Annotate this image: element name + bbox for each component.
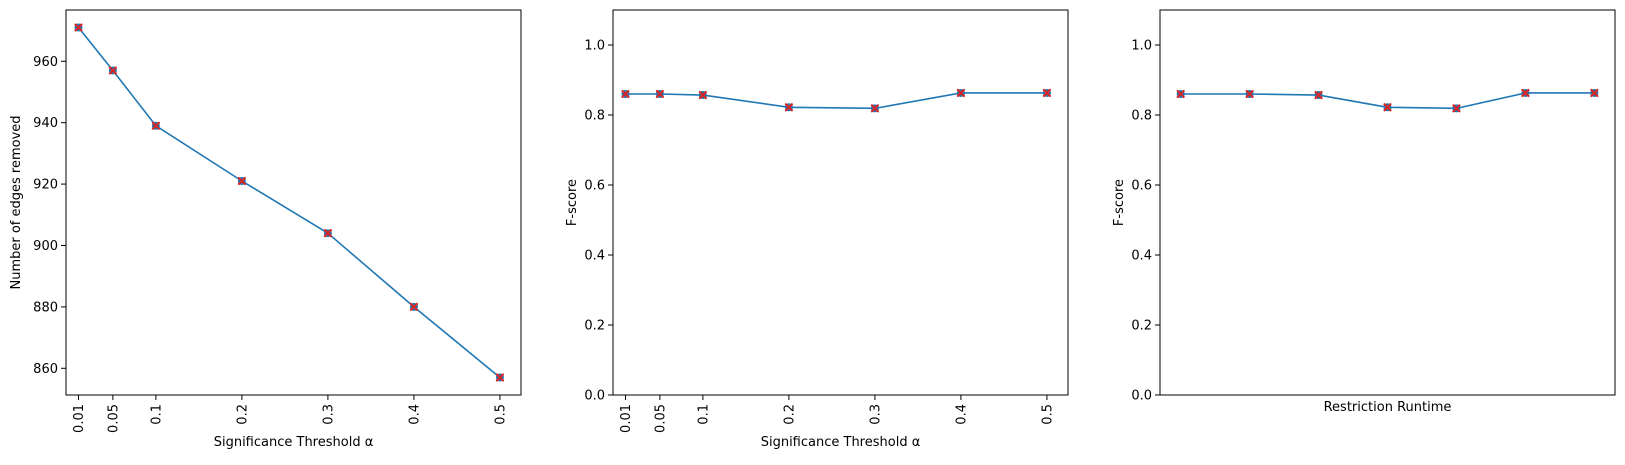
data-point [151,121,160,130]
data-point-x-marker [495,373,505,382]
y-tick-label: 920 [33,178,58,193]
y-tick-label: 0.0 [584,389,605,404]
axes-frame [1159,9,1616,396]
data-point [495,373,505,382]
data-point [1452,104,1461,113]
x-tick-label: 0.05 [106,404,121,433]
data-point-x-marker [1176,89,1185,99]
data-point-x-marker [1042,88,1052,98]
data-point-x-marker [1452,104,1461,113]
data-point [1590,88,1599,98]
y-tick-label: 0.2 [584,319,605,334]
y-tick-label: 0.8 [1131,109,1152,124]
x-tick-label: 0.4 [954,404,969,425]
data-point [1245,89,1254,99]
data-point [1042,88,1052,98]
y-axis-label: Number of edges removed [9,115,24,289]
data-point-x-marker [655,89,664,99]
y-tick-label: 940 [33,116,58,131]
y-tick-label: 960 [33,55,58,70]
data-point-x-marker [323,229,333,238]
data-point [956,88,966,98]
data-point-x-marker [1383,103,1392,112]
y-tick-label: 900 [33,239,58,254]
y-tick-label: 0.0 [1131,389,1152,404]
data-point-x-marker [74,23,83,32]
y-tick-label: 0.4 [584,249,605,264]
y-tick-label: 0.6 [1131,179,1152,194]
x-axis-label: Restriction Runtime [1324,400,1452,415]
data-point-x-marker [870,104,880,113]
data-point-x-marker [108,66,117,75]
data-point-x-marker [698,90,707,100]
y-tick-label: 1.0 [584,39,605,54]
data-point-x-marker [1245,89,1254,99]
y-tick-label: 860 [33,362,58,377]
x-axis-label: Significance Threshold α [214,435,374,450]
x-tick-label: 0.1 [696,404,711,425]
x-tick-label: 0.4 [407,404,422,425]
data-point [870,104,880,113]
y-tick-label: 0.4 [1131,249,1152,264]
axes-frame [612,9,1069,396]
x-tick-label: 0.05 [653,404,668,433]
data-point [655,89,664,99]
x-tick-label: 0.3 [868,404,883,425]
data-point-x-marker [151,121,160,130]
axes-frame [65,9,522,396]
data-point-x-marker [1521,88,1530,98]
data-point [698,90,707,100]
x-tick-label: 0.1 [149,404,164,425]
series-line [625,92,1047,110]
data-point-x-marker [956,88,966,98]
data-point-x-marker [621,89,630,99]
data-point [1314,90,1323,100]
data-point-x-marker [1314,90,1323,100]
y-tick-label: 0.8 [584,109,605,124]
y-tick-label: 880 [33,300,58,315]
chart-panel-3: 0.0 0.2 0.4 0.6 0.8 1.0 Restriction Runtime F-s… [1112,9,1616,415]
data-point-x-marker [409,302,419,311]
data-point [784,103,793,112]
data-point [409,302,419,311]
data-point [1521,88,1530,98]
data-point [108,66,117,75]
data-point-x-marker [237,176,246,186]
data-point [74,23,83,32]
data-point [237,176,246,186]
x-tick-label: 0.01 [72,404,87,433]
y-tick-label: 0.2 [1131,319,1152,334]
x-tick-label: 0.5 [493,404,508,425]
data-point-x-marker [784,103,793,112]
y-tick-label: 1.0 [1131,39,1152,54]
x-tick-label: 0.3 [321,404,336,425]
chart-panel-1: 860 880 900 920 940 960 0.01 0.05 0.1 0.2 0.3 0.4 0.… [9,9,522,450]
x-tick-label: 0.5 [1040,404,1055,425]
y-tick-label: 0.6 [584,179,605,194]
x-tick-label: 0.2 [235,404,250,425]
x-tick-label: 0.01 [619,404,634,433]
data-point [323,229,333,238]
data-point-x-marker [1590,88,1599,98]
series-line [77,27,501,379]
x-tick-label: 0.2 [782,404,797,425]
x-axis-label: Significance Threshold α [761,435,921,450]
data-point [621,89,630,99]
y-axis-label: F-score [1112,179,1127,226]
y-axis-label: F-score [565,179,580,226]
chart-panel-2: 0.0 0.2 0.4 0.6 0.8 1.0 0.01 0.05 0.1 0.2 0.3 0.4 0.… [565,9,1069,450]
data-point [1383,103,1392,112]
data-point [1176,89,1185,99]
